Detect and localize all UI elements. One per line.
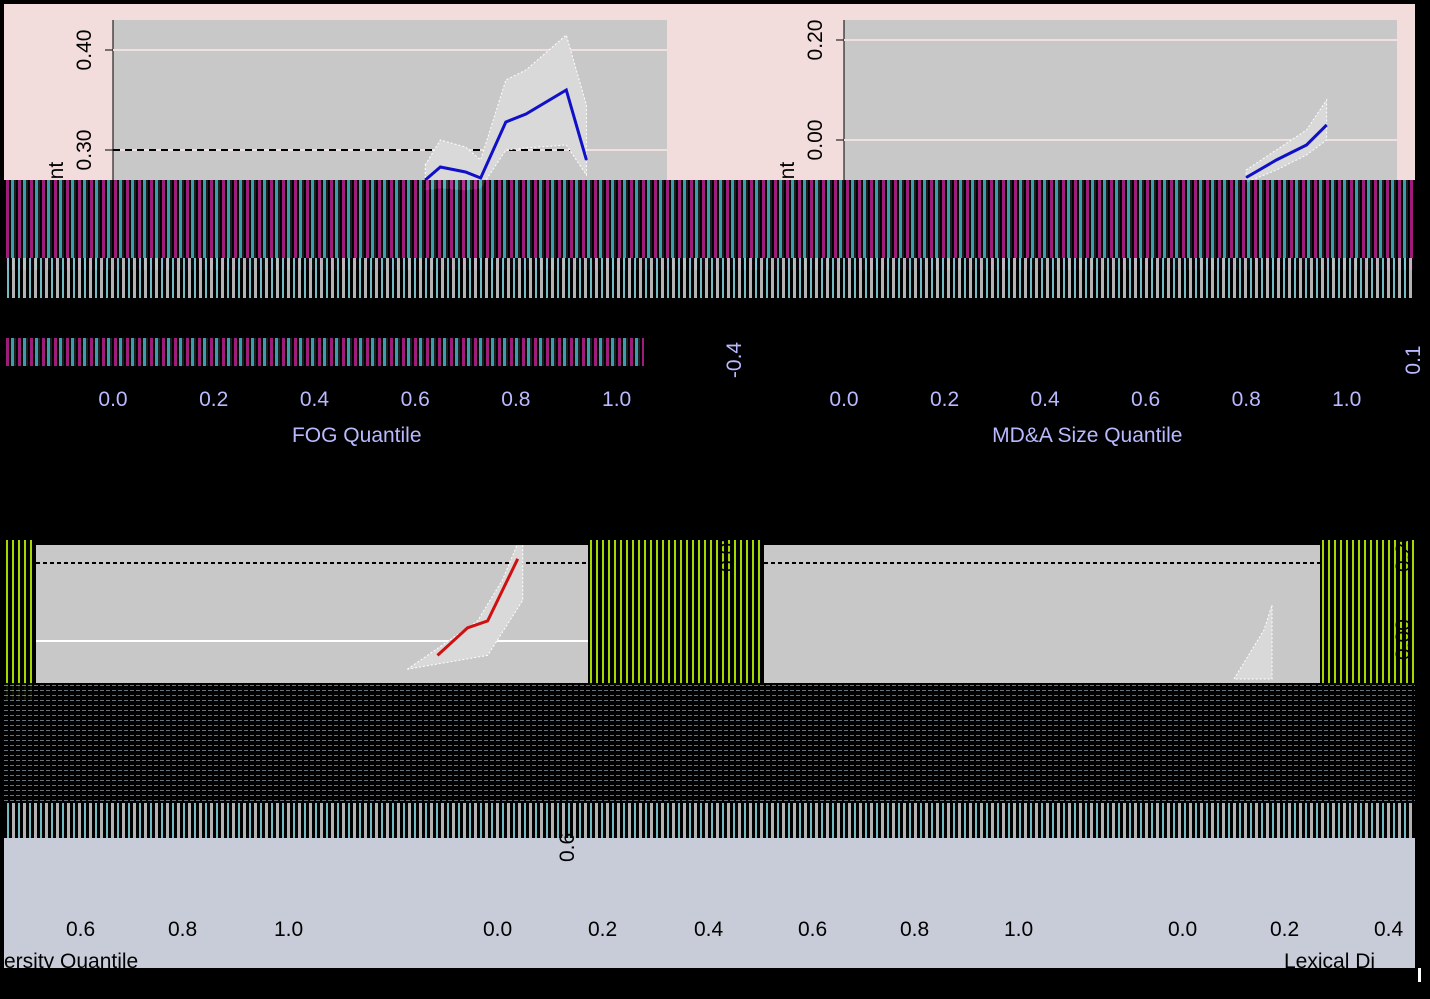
data-point xyxy=(465,171,467,173)
series-line xyxy=(1245,123,1328,179)
tick-label: 0.4 xyxy=(1374,918,1404,941)
y-tick-label: 0.40 xyxy=(73,30,96,71)
series-line xyxy=(424,87,588,182)
tick-label: 1.0 xyxy=(1004,918,1034,941)
x-tick-label: 0.2 xyxy=(930,388,959,411)
glitch-band xyxy=(4,338,644,366)
x-tick-label: 0.4 xyxy=(1030,388,1060,411)
tick-label: 0.8 xyxy=(168,918,198,941)
y-tick-label: 0.00 xyxy=(1392,619,1415,660)
panel-bottom-right xyxy=(764,545,1320,683)
tick-label: 1.0 xyxy=(274,918,304,941)
x-tick-label: 0.6 xyxy=(1131,388,1160,411)
glitch-band xyxy=(588,540,764,685)
x-tick-label: 1.0 xyxy=(602,388,631,411)
tick-label: 0.6 xyxy=(66,918,96,941)
data-point xyxy=(565,89,567,91)
glitch-band xyxy=(4,180,1415,270)
glitch-band xyxy=(4,258,1415,298)
stray-mark xyxy=(1418,968,1421,982)
x-tick-label: 0.4 xyxy=(300,388,330,411)
x-tick-label: 0.0 xyxy=(829,388,858,411)
data-point xyxy=(1326,124,1328,126)
tick-label: 0.0 xyxy=(483,918,513,941)
plot-area xyxy=(844,20,1397,180)
x-tick-label: 1.0 xyxy=(1332,388,1361,411)
x-tick-label: 0.8 xyxy=(1232,388,1261,411)
confidence-band xyxy=(424,34,587,191)
x-tick-label: 0.6 xyxy=(401,388,430,411)
y-tick-label: 0.20 xyxy=(804,20,827,61)
tick-label: 0.2 xyxy=(1270,918,1300,941)
glitch-band xyxy=(4,683,1415,803)
x-axis-title: MD&A Size Quantile xyxy=(992,424,1182,447)
edge-tick-label: -0.4 xyxy=(723,342,746,379)
data-point xyxy=(525,113,527,115)
confidence-band xyxy=(1245,98,1328,184)
confidence-band xyxy=(407,545,524,670)
tick-label: 0.2 xyxy=(588,918,618,941)
tick-label: 0.6 xyxy=(798,918,828,941)
y-tick-label: 0.6 xyxy=(556,832,579,862)
data-point xyxy=(480,177,482,179)
data-point xyxy=(505,121,507,123)
edge-tick-label: 0.1 xyxy=(1402,345,1425,374)
glitch-band xyxy=(4,540,36,700)
x-axis-title-bottom-right: Lexical Di xyxy=(1284,950,1376,973)
y-tick-label: 0.05 xyxy=(716,531,739,572)
y-tick-label: 0.00 xyxy=(804,120,827,161)
series-line xyxy=(436,558,520,657)
glitch-band xyxy=(4,803,1415,838)
data-point xyxy=(585,159,587,161)
x-tick-label: 0.8 xyxy=(501,388,530,411)
data-point xyxy=(439,166,441,168)
confidence-band xyxy=(1233,604,1273,680)
chart-diversity-quantile xyxy=(36,545,588,670)
tick-label: 0.4 xyxy=(694,918,724,941)
data-point xyxy=(1306,144,1308,146)
data-point xyxy=(1275,159,1277,161)
bottom-band xyxy=(4,838,1415,968)
glitch-band xyxy=(1320,540,1415,685)
x-axis-title: FOG Quantile xyxy=(292,424,422,447)
y-tick-label: 0.20 xyxy=(1392,531,1415,572)
tick-label: 0.8 xyxy=(900,918,930,941)
data-point xyxy=(1245,177,1247,178)
x-tick-label: 0.0 xyxy=(98,388,127,411)
x-tick-label: 0.2 xyxy=(199,388,228,411)
y-tick-label: 0.30 xyxy=(73,130,96,171)
tick-label: 0.0 xyxy=(1168,918,1198,941)
x-axis-title-bottom-left: ersity Quantile xyxy=(4,950,139,973)
chart-lexical-diversity xyxy=(764,562,1320,680)
chart-mda-size-quantile: 0.000.20cient0.00.20.40.60.81.0MD&A Size… xyxy=(723,20,1425,447)
